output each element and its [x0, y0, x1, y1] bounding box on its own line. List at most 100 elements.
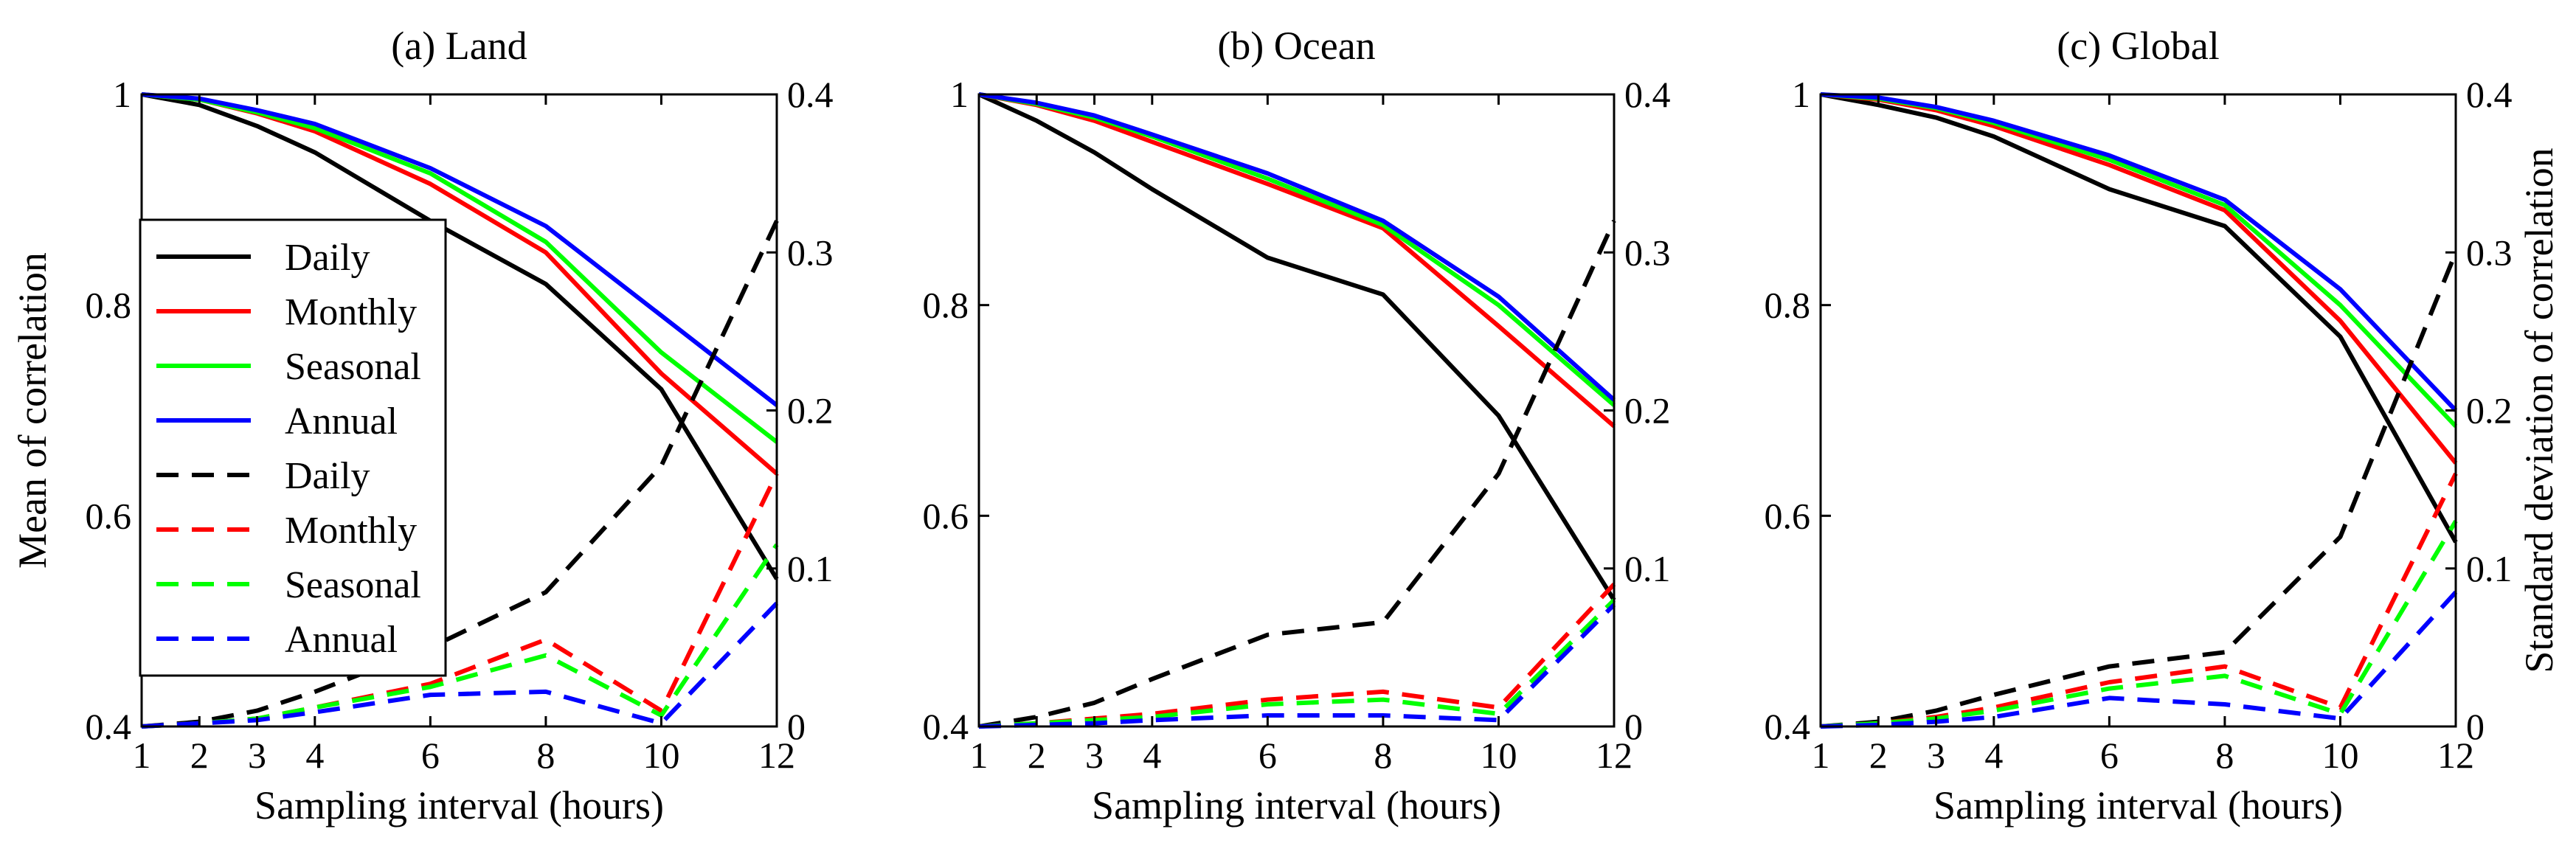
- y2-tick-label: 0.4: [787, 74, 834, 115]
- legend-entry: Daily: [156, 237, 370, 279]
- x-tick-label: 6: [1258, 735, 1277, 776]
- x-tick-label: 4: [1143, 735, 1161, 776]
- x-tick-label: 6: [2100, 735, 2119, 776]
- y2-tick-label: 0: [1624, 706, 1643, 747]
- y-tick-label: 0.6: [923, 495, 969, 536]
- series-daily-mean: [141, 92, 779, 580]
- legend-label: Seasonal: [285, 346, 421, 388]
- x-tick-label: 1: [1812, 735, 1830, 776]
- x-tick-label: 2: [1028, 735, 1046, 776]
- y-tick-label: 0.4: [923, 706, 969, 747]
- panel-title: (b) Ocean: [1217, 24, 1375, 68]
- series-annual-std: [978, 603, 1616, 729]
- legend-label: Monthly: [285, 510, 417, 552]
- y-tick-label: 1: [950, 74, 969, 115]
- series-annual-std: [1820, 590, 2458, 729]
- series-annual-mean: [141, 92, 778, 407]
- series-daily-mean: [1820, 92, 2458, 544]
- x-tick-label: 4: [305, 735, 324, 776]
- x-tick-label: 3: [248, 735, 266, 776]
- legend-label: Seasonal: [285, 564, 421, 606]
- legend-entry: Monthly: [156, 510, 417, 552]
- x-tick-label: 12: [1596, 735, 1632, 776]
- legend-entry: Seasonal: [156, 564, 421, 606]
- y-tick-label: 0.8: [923, 285, 969, 326]
- series-monthly-std: [978, 583, 1616, 729]
- series-annual-std: [141, 601, 779, 729]
- y2-tick-label: 0.3: [2466, 232, 2513, 273]
- y2-tick-label: 0.2: [2466, 390, 2513, 431]
- x-axis-label: Sampling interval (hours): [255, 783, 664, 828]
- x-axis-label: Sampling interval (hours): [1933, 783, 2343, 828]
- y2-tick-label: 0.2: [1624, 390, 1671, 431]
- legend-label: Annual: [285, 400, 398, 443]
- x-tick-label: 2: [1869, 735, 1888, 776]
- y-tick-label: 0.8: [1765, 285, 1811, 326]
- x-tick-label: 10: [643, 735, 679, 776]
- y-axis-label: Mean of correlation: [10, 252, 55, 569]
- legend-label: Daily: [285, 237, 370, 279]
- series-daily-std: [978, 220, 1616, 729]
- panel-title: (a) Land: [391, 24, 527, 68]
- legend-box: [139, 218, 447, 677]
- series-monthly-mean: [978, 92, 1616, 429]
- series-monthly-mean: [1820, 92, 2458, 465]
- x-tick-label: 3: [1085, 735, 1104, 776]
- legend-entry: Annual: [156, 400, 398, 443]
- x-tick-label: 10: [2321, 735, 2358, 776]
- x-tick-label: 4: [1984, 735, 2003, 776]
- series-daily-std: [1820, 251, 2458, 729]
- series-annual-mean: [978, 92, 1616, 402]
- legend-entry: Daily: [156, 455, 370, 497]
- x-tick-label: 8: [2215, 735, 2234, 776]
- y2-tick-label: 0.1: [2466, 548, 2513, 589]
- legend-label: Annual: [285, 619, 398, 661]
- y-tick-label: 0.4: [86, 706, 132, 747]
- legend: Daily Monthly Seasonal Annual Daily Monthly Se…: [139, 218, 447, 677]
- series-monthly-std: [1820, 472, 2458, 729]
- series-daily-mean: [977, 92, 1616, 602]
- legend-label: Monthly: [285, 291, 417, 333]
- x-tick-label: 8: [536, 735, 555, 776]
- x-tick-label: 2: [190, 735, 209, 776]
- x-tick-label: 1: [133, 735, 151, 776]
- series-seasonal-std: [141, 543, 779, 729]
- x-axis-label: Sampling interval (hours): [1092, 783, 1501, 828]
- y2-tick-label: 0.3: [787, 232, 834, 273]
- y2-tick-label: 0.4: [1624, 74, 1671, 115]
- y-tick-label: 1: [1792, 74, 1810, 115]
- y2-tick-label: 0: [2466, 706, 2485, 747]
- panel-title: (c) Global: [2057, 24, 2219, 68]
- axes-frame: [1819, 93, 2457, 728]
- series-daily-std: [141, 220, 779, 729]
- y-tick-label: 0.8: [86, 285, 132, 326]
- x-tick-label: 12: [758, 735, 795, 776]
- series-annual-mean: [1820, 92, 2458, 412]
- series-seasonal-std: [1820, 519, 2458, 729]
- y2-tick-label: 0.1: [1624, 548, 1671, 589]
- legend-entry: Annual: [156, 619, 398, 661]
- legend-label: Daily: [285, 455, 370, 497]
- y2-tick-label: 0.2: [787, 390, 834, 431]
- y-tick-label: 0.6: [86, 495, 132, 536]
- y-tick-label: 0.6: [1765, 495, 1811, 536]
- y-tick-label: 1: [113, 74, 131, 115]
- y2-tick-label: 0.1: [787, 548, 834, 589]
- x-tick-label: 12: [2437, 735, 2474, 776]
- series-seasonal-std: [978, 598, 1616, 729]
- x-tick-label: 1: [970, 735, 988, 776]
- legend-entry: Monthly: [156, 291, 417, 333]
- y-tick-label: 0.4: [1765, 706, 1811, 747]
- y2-tick-label: 0.4: [2466, 74, 2513, 115]
- x-tick-label: 10: [1480, 735, 1517, 776]
- y2-tick-label: 0.3: [1624, 232, 1671, 273]
- x-tick-label: 8: [1374, 735, 1392, 776]
- y2-axis-label: Standard deviation of correlation: [2517, 148, 2561, 673]
- legend-entry: Seasonal: [156, 346, 421, 388]
- x-tick-label: 6: [421, 735, 440, 776]
- x-tick-label: 3: [1927, 735, 1945, 776]
